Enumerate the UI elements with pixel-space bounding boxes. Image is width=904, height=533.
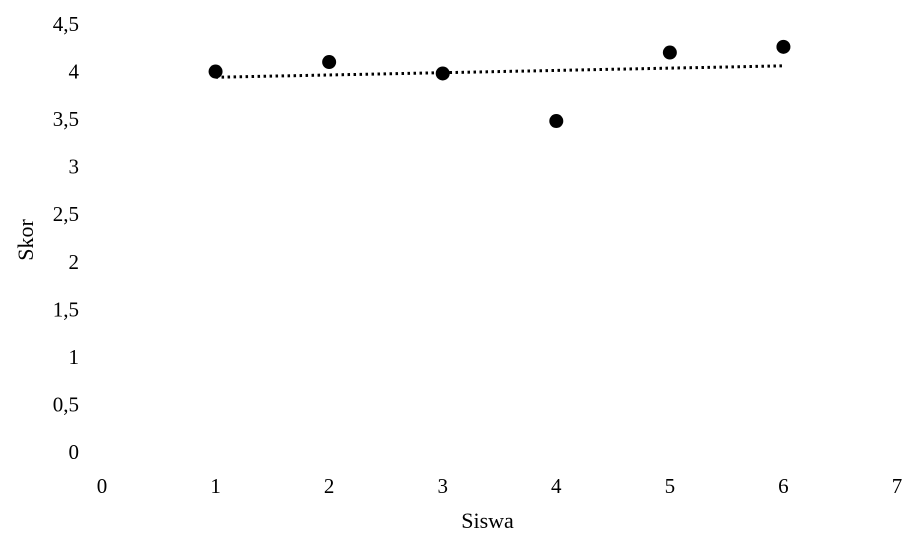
y-axis-title: Skor — [13, 219, 38, 261]
data-point — [208, 64, 223, 79]
y-tick-label: 1 — [69, 345, 80, 369]
y-tick-label: 4,5 — [53, 12, 79, 36]
data-points — [208, 39, 791, 129]
x-tick-label: 5 — [665, 474, 676, 498]
y-tick-label: 3 — [69, 155, 80, 179]
x-tick-label: 2 — [324, 474, 335, 498]
x-tick-label: 1 — [210, 474, 221, 498]
x-tick-label: 0 — [97, 474, 108, 498]
data-point — [322, 55, 337, 70]
y-tick-label: 0 — [69, 440, 80, 464]
data-point — [662, 45, 677, 60]
y-tick-label: 3,5 — [53, 107, 79, 131]
y-tick-label: 2 — [69, 250, 80, 274]
trendline — [215, 64, 784, 79]
x-tick-label: 7 — [892, 474, 903, 498]
data-point — [435, 66, 450, 81]
y-tick-label: 2,5 — [53, 202, 79, 226]
x-tick-label: 4 — [551, 474, 562, 498]
x-axis-ticks: 0 1 2 3 4 5 6 7 — [97, 474, 903, 498]
data-point — [549, 114, 564, 129]
x-tick-label: 6 — [778, 474, 789, 498]
y-tick-label: 4 — [69, 60, 80, 84]
x-tick-label: 3 — [437, 474, 448, 498]
data-point — [776, 39, 791, 54]
x-axis-title: Siswa — [461, 508, 514, 533]
y-axis-ticks: 0 0,5 1 1,5 2 2,5 3 3,5 4 4,5 — [53, 12, 80, 464]
y-tick-label: 1,5 — [53, 297, 79, 321]
trendline-group — [215, 64, 784, 79]
y-tick-label: 0,5 — [53, 392, 79, 416]
